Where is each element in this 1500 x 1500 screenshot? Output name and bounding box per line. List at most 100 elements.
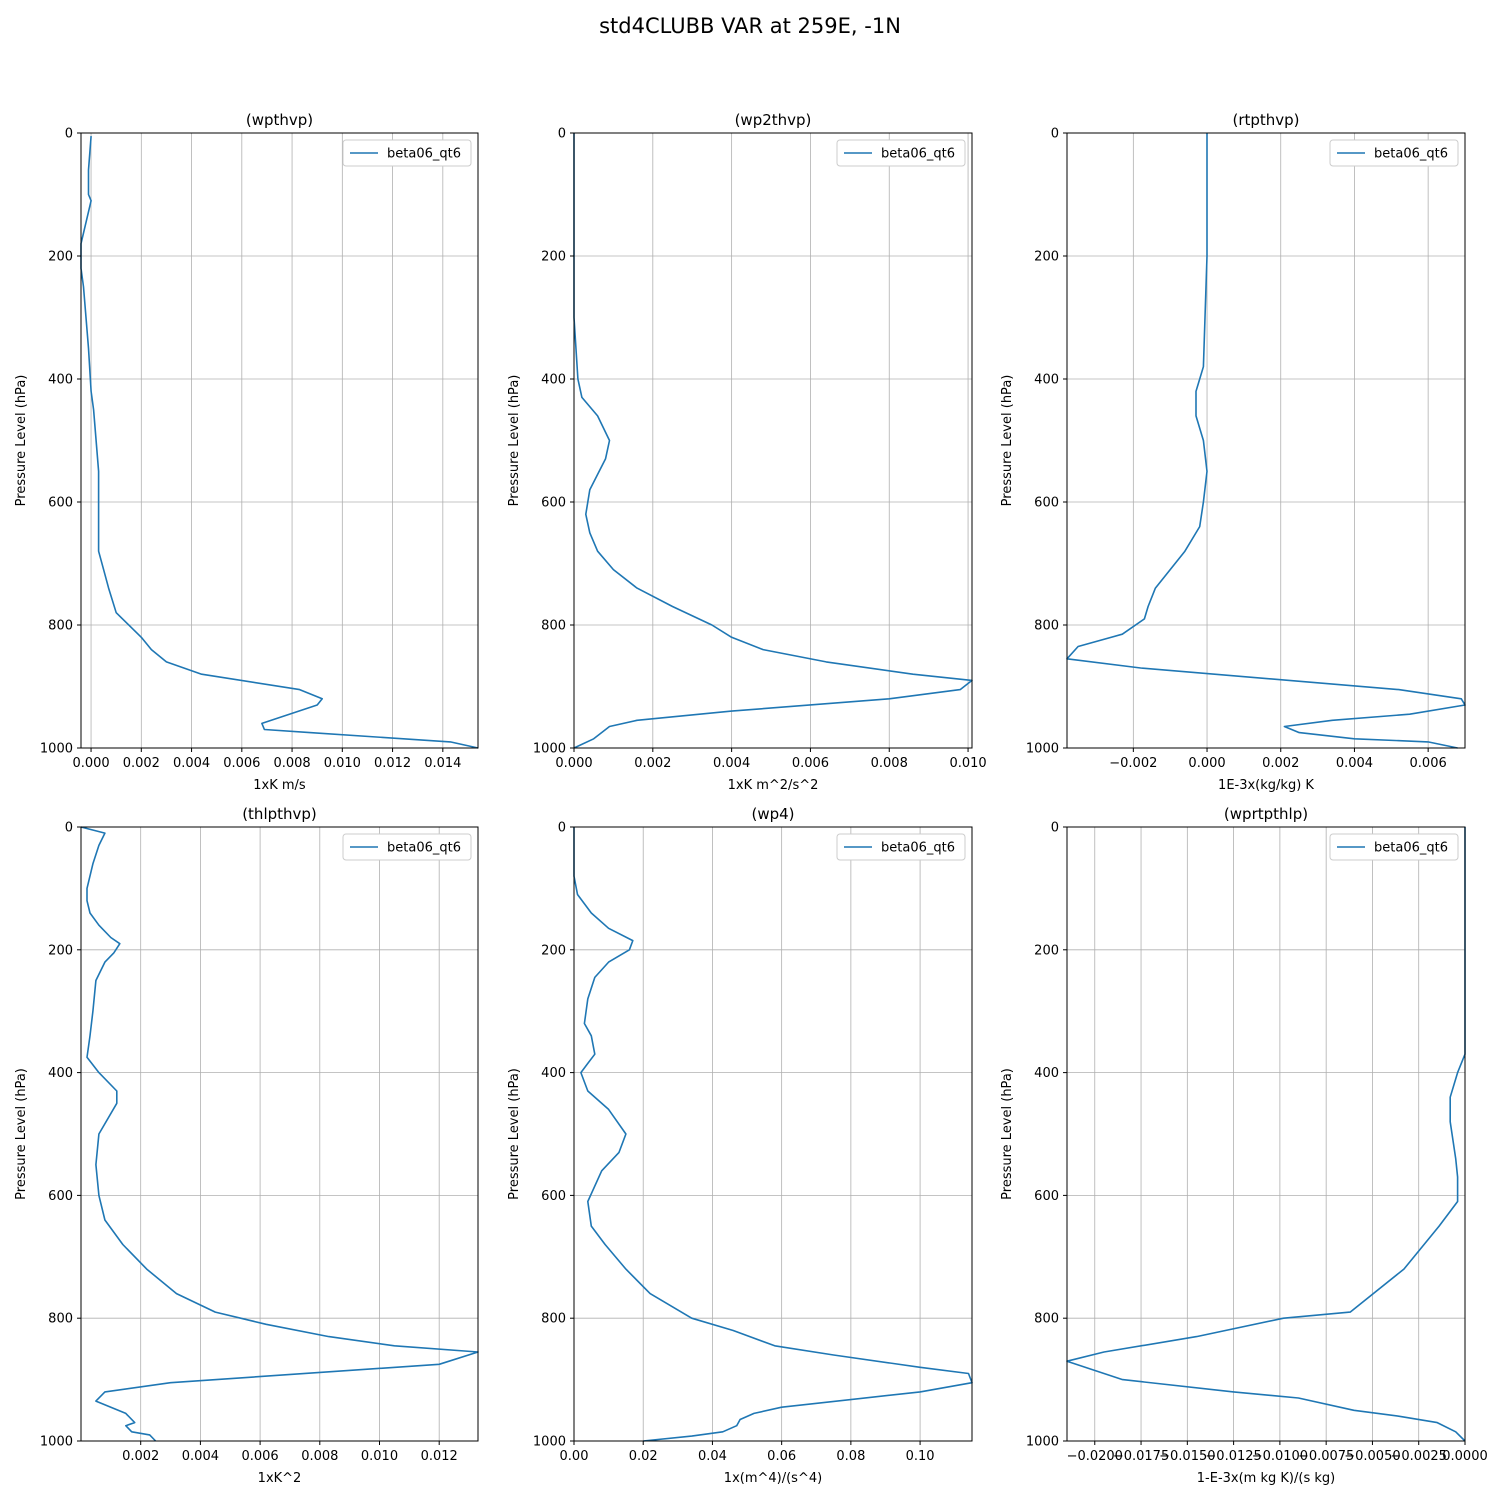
y-tick-label: 200 <box>48 943 73 958</box>
x-tick-label: −0.0025 <box>1391 1449 1447 1464</box>
x-tick-label: 0.004 <box>1336 756 1373 771</box>
y-tick-label: 400 <box>48 373 73 388</box>
x-axis-label: 1xK^2 <box>258 1471 302 1486</box>
x-tick-label: 0.000 <box>1188 756 1225 771</box>
x-tick-label: −0.0050 <box>1344 1449 1400 1464</box>
y-tick-label: 400 <box>1034 1066 1059 1081</box>
y-tick-label: 0 <box>558 127 566 142</box>
y-tick-label: 600 <box>541 496 566 511</box>
x-tick-label: 0.004 <box>713 756 750 771</box>
x-tick-label: 0.004 <box>182 1449 219 1464</box>
legend-box <box>342 833 472 861</box>
x-tick-label: 0.02 <box>629 1449 658 1464</box>
x-tick-label: 0.000 <box>72 756 109 771</box>
x-tick-label: 0.008 <box>301 1449 338 1464</box>
legend-box <box>1329 833 1459 861</box>
x-tick-label: 0.010 <box>324 756 361 771</box>
subplot-2: 0.000 0.002 0.004 0.006 0.008 0.010 0 200 400 600… <box>507 111 987 793</box>
subplot-title: (wp2thvp) <box>735 111 812 129</box>
x-tick-label: 0.008 <box>871 756 908 771</box>
y-tick-label: 200 <box>541 250 566 265</box>
legend-box <box>836 833 966 861</box>
x-tick-label: −0.002 <box>1109 756 1157 771</box>
x-tick-label: −0.0100 <box>1252 1449 1308 1464</box>
x-tick-label: 0.010 <box>361 1449 398 1464</box>
x-tick-label: 0.04 <box>698 1449 727 1464</box>
x-axis-label: 1x(m^4)/(s^4) <box>724 1471 822 1486</box>
y-tick-label: 0 <box>65 821 73 836</box>
series-line-beta06_qt6 <box>1066 133 1466 749</box>
axes-frame <box>1066 826 1466 1442</box>
y-tick-label: 600 <box>541 1189 566 1204</box>
legend: beta06_qt6 <box>342 833 472 861</box>
x-tick-label: 0.008 <box>273 756 310 771</box>
x-axis-label: 1E-3x(kg/kg) K <box>1218 778 1314 793</box>
legend-label: beta06_qt6 <box>881 841 955 856</box>
subplot-title: (thlpthvp) <box>242 805 317 823</box>
subplot-6: −0.0200−0.0175−0.0150−0.0125−0.0100−0.00… <box>1000 805 1488 1486</box>
x-tick-label: 0.004 <box>173 756 210 771</box>
x-axis-label: 1xK m/s <box>253 778 306 793</box>
x-tick-label: −0.0125 <box>1205 1449 1261 1464</box>
y-tick-label: 600 <box>1034 1189 1059 1204</box>
x-tick-label: −0.0150 <box>1159 1449 1215 1464</box>
x-tick-label: 0.010 <box>949 756 986 771</box>
x-tick-label: −0.0075 <box>1298 1449 1354 1464</box>
x-axis-label: 1xK m^2/s^2 <box>728 778 819 793</box>
x-tick-label: 0.002 <box>123 756 160 771</box>
x-tick-label: 0.002 <box>634 756 671 771</box>
x-tick-label: 0.06 <box>767 1449 796 1464</box>
y-axis-label: Pressure Level (hPa) <box>14 1068 29 1200</box>
x-tick-label: −0.0175 <box>1113 1449 1169 1464</box>
y-tick-label: 1000 <box>1026 742 1059 757</box>
y-tick-label: 200 <box>48 250 73 265</box>
legend-label: beta06_qt6 <box>1374 147 1448 162</box>
y-tick-label: 200 <box>1034 250 1059 265</box>
legend: beta06_qt6 <box>1329 139 1459 167</box>
series-line-beta06_qt6 <box>80 826 479 1442</box>
y-tick-label: 800 <box>48 1312 73 1327</box>
y-axis-label: Pressure Level (hPa) <box>1000 375 1015 507</box>
y-tick-label: 800 <box>1034 619 1059 634</box>
series-line-beta06_qt6 <box>573 827 973 1442</box>
y-tick-label: 0 <box>1051 127 1059 142</box>
x-tick-label: 0.002 <box>122 1449 159 1464</box>
x-tick-label: −0.0200 <box>1067 1449 1123 1464</box>
subplot-3: −0.002 0.000 0.002 0.004 0.006 0 200 400 600 800 1… <box>1000 111 1466 793</box>
y-axis-label: Pressure Level (hPa) <box>507 375 522 507</box>
y-tick-label: 800 <box>541 1312 566 1327</box>
axes-frame <box>80 826 479 1442</box>
y-tick-label: 600 <box>48 1189 73 1204</box>
y-tick-label: 400 <box>541 1066 566 1081</box>
y-tick-label: 400 <box>541 373 566 388</box>
y-tick-label: 1000 <box>1026 1435 1059 1450</box>
y-tick-label: 1000 <box>40 1435 73 1450</box>
x-tick-label: 0.006 <box>223 756 260 771</box>
legend-box <box>1329 139 1459 167</box>
legend: beta06_qt6 <box>342 139 472 167</box>
subplot-1: 0.000 0.002 0.004 0.006 0.008 0.010 0.012 0.014… <box>14 111 479 793</box>
series-line-beta06_qt6 <box>80 136 479 749</box>
axes-frame <box>80 132 479 749</box>
axes-frame <box>573 132 973 749</box>
axes-frame <box>1066 132 1466 749</box>
subplot-title: (wpthvp) <box>246 111 313 129</box>
y-tick-label: 800 <box>541 619 566 634</box>
subplot-5: 0.00 0.02 0.04 0.06 0.08 0.10 0 200 400 600 800 100… <box>507 805 973 1486</box>
subplot-title: (wp4) <box>751 805 794 823</box>
legend-label: beta06_qt6 <box>881 147 955 162</box>
x-tick-label: 0.002 <box>1262 756 1299 771</box>
y-tick-label: 800 <box>1034 1312 1059 1327</box>
y-tick-label: 400 <box>48 1066 73 1081</box>
subplot-title: (rtpthvp) <box>1232 111 1299 129</box>
y-tick-label: 0 <box>558 821 566 836</box>
y-tick-label: 200 <box>541 943 566 958</box>
y-tick-label: 0 <box>1051 821 1059 836</box>
figure-title: std4CLUBB VAR at 259E, -1N <box>599 14 901 38</box>
legend-label: beta06_qt6 <box>387 147 461 162</box>
series-line-beta06_qt6 <box>573 133 973 749</box>
axes-frame <box>573 826 973 1442</box>
x-tick-label: 0.10 <box>906 1449 935 1464</box>
x-tick-label: 0.006 <box>792 756 829 771</box>
y-tick-label: 1000 <box>533 742 566 757</box>
